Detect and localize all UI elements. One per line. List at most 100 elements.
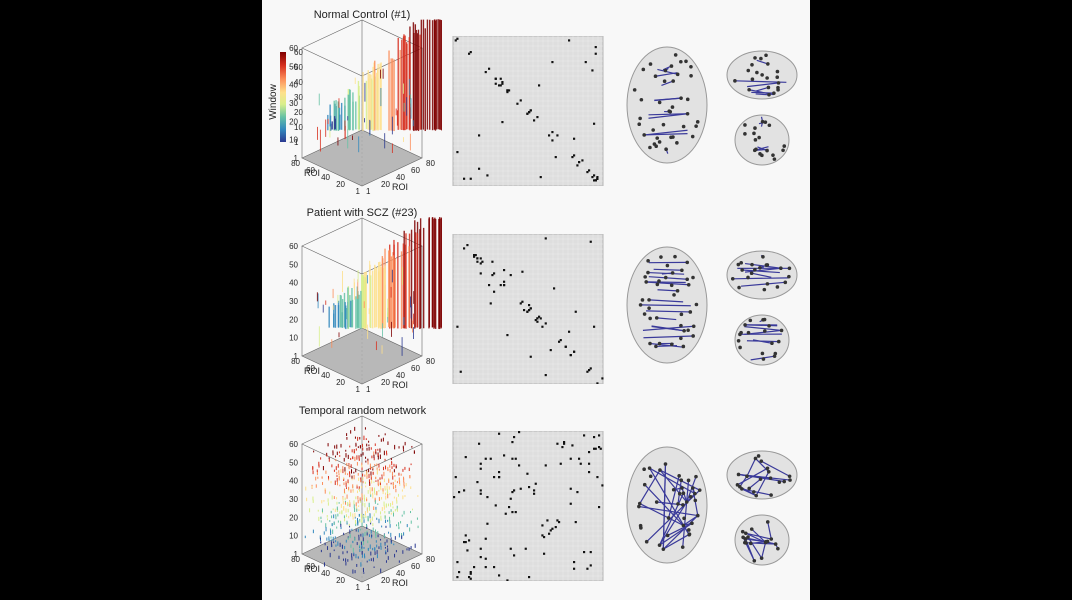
data-point <box>375 531 377 536</box>
matrix-cell <box>573 561 576 564</box>
matrix-cell <box>588 471 591 474</box>
matrix-cell <box>554 526 557 529</box>
data-point <box>377 483 379 487</box>
data-point <box>332 536 334 541</box>
data-point <box>354 436 356 439</box>
network-node <box>690 134 695 139</box>
data-point <box>356 563 358 567</box>
data-point <box>404 466 406 470</box>
data-point <box>398 533 400 538</box>
matrix-cell <box>551 527 554 530</box>
network-node <box>787 266 792 271</box>
data-point <box>329 520 331 522</box>
matrix-cell <box>569 487 572 490</box>
network-edge <box>746 340 779 343</box>
matrix-cell <box>493 272 496 275</box>
matrix-cell <box>479 262 482 265</box>
matrix-cell <box>506 91 509 94</box>
x-tick-label: 40 <box>396 173 405 182</box>
matrix-cell <box>479 547 482 550</box>
data-point <box>353 475 355 480</box>
data-point <box>366 447 368 451</box>
network-node <box>657 341 662 346</box>
data-point <box>379 477 381 480</box>
x-tick-label: 80 <box>426 159 435 168</box>
data-point <box>330 541 332 545</box>
roi-axis-label: ROI <box>392 182 408 192</box>
data-point <box>358 505 360 508</box>
data-point <box>352 484 354 489</box>
data-point <box>367 516 369 520</box>
data-point <box>342 497 344 501</box>
data-point <box>383 478 385 483</box>
colorbar-tick-label: 50 <box>294 63 303 72</box>
roi-axis-label: ROI <box>304 564 320 574</box>
data-point <box>360 533 362 537</box>
data-point <box>388 531 390 534</box>
matrix-cell <box>573 567 576 570</box>
network-node <box>675 72 680 77</box>
data-point <box>387 493 389 499</box>
network-node <box>647 466 652 470</box>
data-point <box>388 486 390 490</box>
data-point <box>371 455 373 459</box>
network-node <box>662 79 667 84</box>
network-edge <box>683 515 699 526</box>
network-node <box>637 122 642 127</box>
network-node <box>648 341 652 346</box>
data-point <box>367 460 369 465</box>
data-point <box>325 526 327 532</box>
network-node <box>746 68 751 73</box>
network-node <box>779 266 783 271</box>
roi-axis-label: ROI <box>304 366 320 376</box>
data-point <box>330 481 332 484</box>
network-node <box>745 474 749 479</box>
network-node <box>689 73 693 78</box>
data-point <box>376 467 378 471</box>
network-edge <box>747 82 779 88</box>
network-node <box>679 336 683 341</box>
matrix-cell <box>541 524 544 527</box>
matrix-cell <box>569 354 572 357</box>
x-tick-label: 20 <box>381 180 390 189</box>
data-point <box>336 506 338 511</box>
network-edge <box>745 324 778 327</box>
network-node <box>648 145 652 150</box>
data-point <box>360 453 362 457</box>
network-node <box>681 491 686 496</box>
axial-view <box>626 246 708 364</box>
data-point <box>329 552 331 558</box>
y-tick-label: 40 <box>321 173 330 182</box>
network-edge <box>655 72 678 77</box>
z-tick-label: 60 <box>289 242 298 251</box>
network-node <box>695 513 700 518</box>
network-node <box>766 470 771 474</box>
data-point <box>401 535 403 540</box>
data-point <box>349 525 351 528</box>
matrix-cell <box>551 131 554 134</box>
network-edge <box>643 335 694 339</box>
network-node <box>753 56 757 60</box>
matrix-cell <box>589 367 592 370</box>
z-tick-label: 1 <box>294 352 299 361</box>
x-tick-label: 60 <box>411 562 420 571</box>
matrix-cell <box>584 61 587 64</box>
z-tick-label: 1 <box>294 550 299 559</box>
data-point <box>368 444 370 447</box>
data-point <box>347 559 349 562</box>
matrix-cell <box>493 566 496 569</box>
data-point <box>386 539 388 543</box>
matrix-cell <box>469 572 472 575</box>
data-point <box>386 485 388 490</box>
matrix-cell <box>478 134 481 137</box>
data-point <box>387 441 389 445</box>
matrix-cell <box>498 84 501 87</box>
data-point <box>349 445 351 448</box>
network-node <box>775 285 780 289</box>
data-point <box>370 551 372 556</box>
data-point <box>361 464 363 468</box>
network-node <box>632 88 637 92</box>
data-point <box>344 497 346 501</box>
data-point <box>396 481 398 484</box>
colorbar-gradient <box>280 52 286 142</box>
